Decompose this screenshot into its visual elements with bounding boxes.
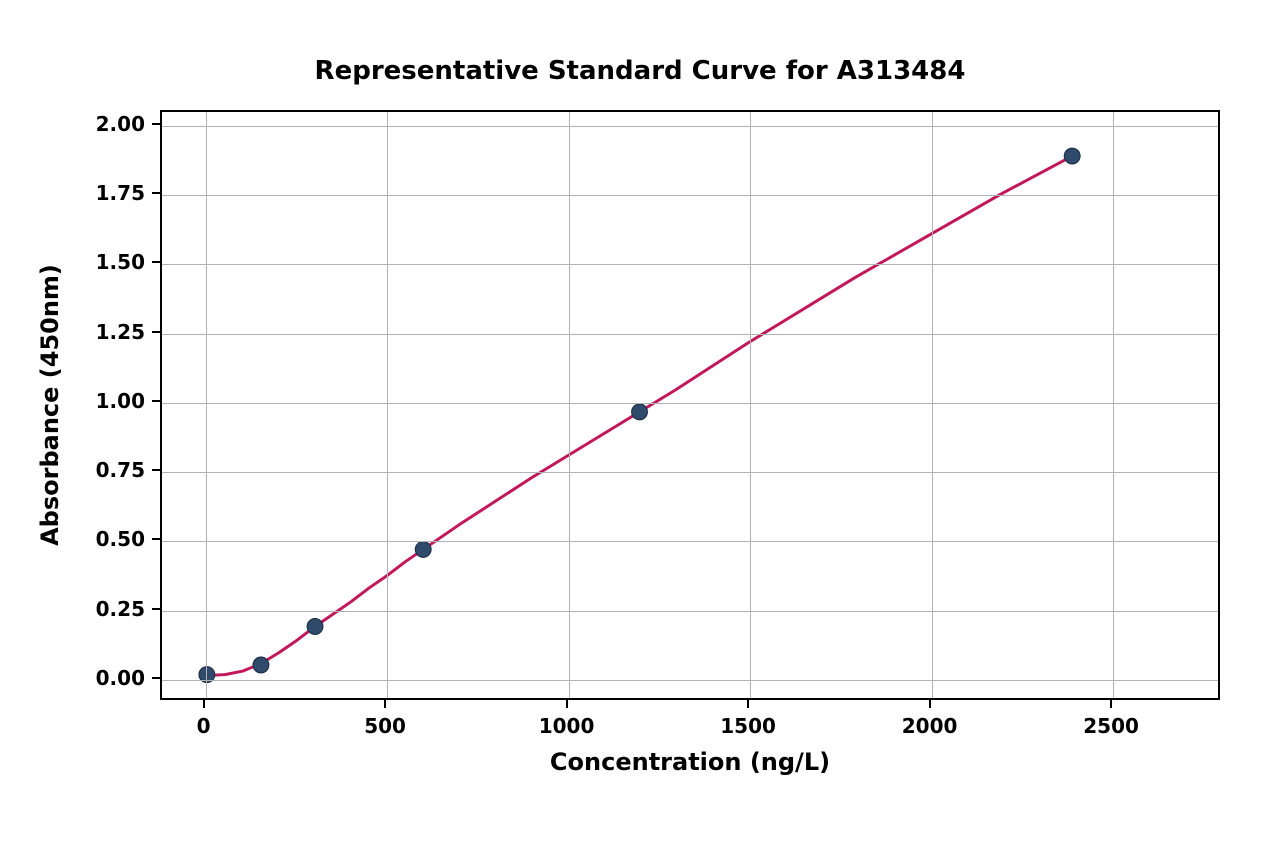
data-point: [415, 541, 431, 557]
chart-container: Representative Standard Curve for A31348…: [0, 0, 1280, 845]
data-point: [632, 404, 648, 420]
gridline-h: [162, 126, 1218, 127]
y-tick-label: 0.75: [90, 458, 145, 482]
y-tick-label: 0.25: [90, 597, 145, 621]
data-point: [307, 619, 323, 635]
y-tick-label: 2.00: [90, 112, 145, 136]
y-tick-label: 1.50: [90, 250, 145, 274]
tick-y: [152, 331, 160, 333]
x-tick-label: 2500: [1083, 714, 1139, 738]
gridline-h: [162, 403, 1218, 404]
tick-y: [152, 608, 160, 610]
tick-y: [152, 400, 160, 402]
tick-y: [152, 123, 160, 125]
x-tick-label: 1000: [539, 714, 595, 738]
tick-x: [1110, 700, 1112, 708]
tick-x: [203, 700, 205, 708]
tick-x: [566, 700, 568, 708]
data-point: [253, 657, 269, 673]
tick-x: [929, 700, 931, 708]
gridline-h: [162, 195, 1218, 196]
gridline-h: [162, 334, 1218, 335]
tick-y: [152, 469, 160, 471]
tick-y: [152, 538, 160, 540]
gridline-h: [162, 680, 1218, 681]
gridline-h: [162, 611, 1218, 612]
gridline-h: [162, 541, 1218, 542]
tick-y: [152, 677, 160, 679]
plot-area: [160, 110, 1220, 700]
gridline-h: [162, 472, 1218, 473]
x-tick-label: 2000: [902, 714, 958, 738]
tick-y: [152, 261, 160, 263]
y-tick-label: 1.00: [90, 389, 145, 413]
y-tick-label: 1.75: [90, 181, 145, 205]
y-tick-label: 1.25: [90, 320, 145, 344]
tick-x: [384, 700, 386, 708]
y-tick-label: 0.50: [90, 527, 145, 551]
data-point: [1064, 148, 1080, 164]
gridline-h: [162, 264, 1218, 265]
tick-y: [152, 192, 160, 194]
tick-x: [747, 700, 749, 708]
y-tick-label: 0.00: [90, 666, 145, 690]
x-axis-label: Concentration (ng/L): [550, 748, 830, 776]
x-tick-label: 1500: [720, 714, 776, 738]
x-tick-label: 0: [197, 714, 211, 738]
x-tick-label: 500: [364, 714, 406, 738]
y-axis-label: Absorbance (450nm): [36, 264, 64, 546]
chart-title: Representative Standard Curve for A31348…: [0, 56, 1280, 86]
